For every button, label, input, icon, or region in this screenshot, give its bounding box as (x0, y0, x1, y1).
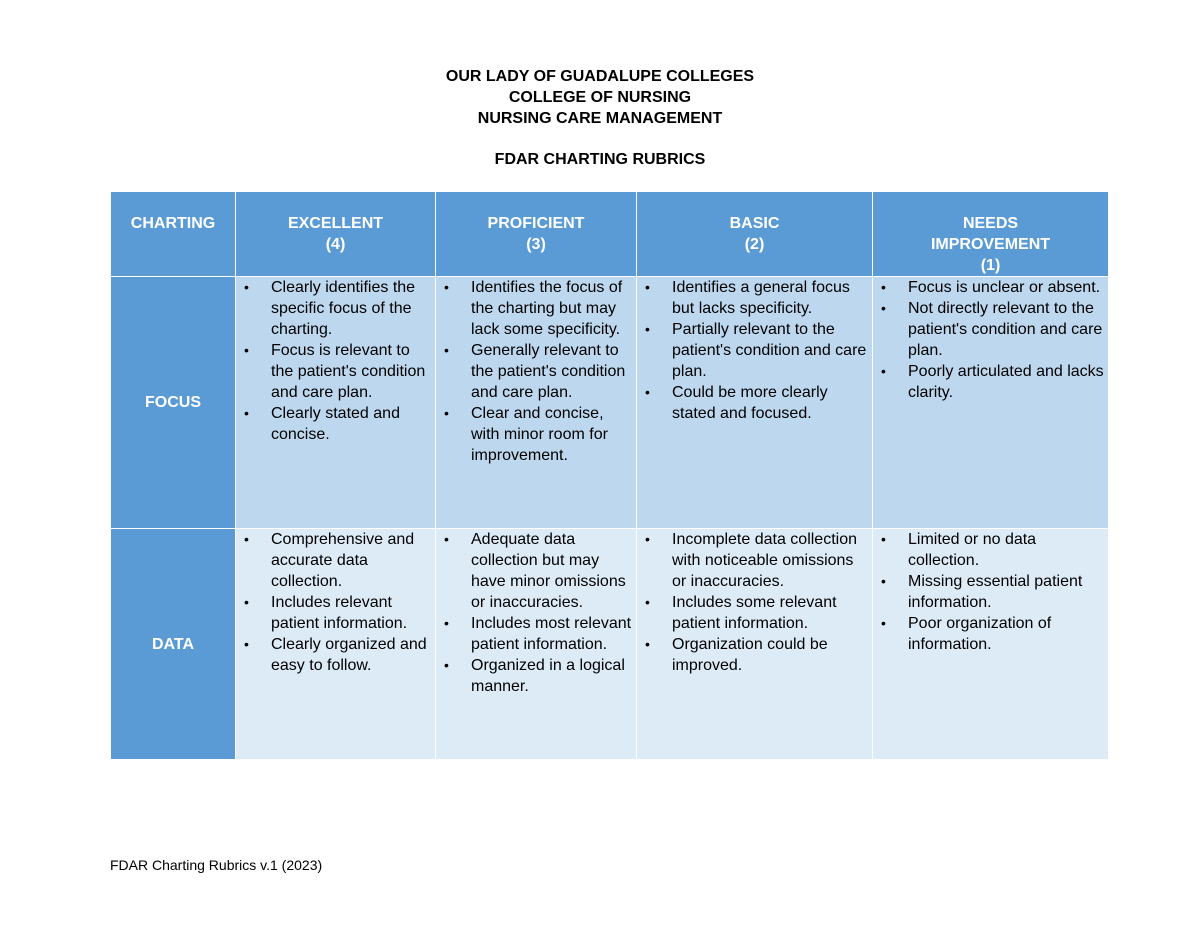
criteria-item: Organized in a logical manner. (436, 655, 636, 697)
criteria-item: Focus is relevant to the patient's condi… (236, 340, 435, 403)
rubric-row-data: DATA Comprehensive and accurate data col… (110, 528, 1109, 760)
rubric-cell: Identifies the focus of the charting but… (435, 276, 637, 529)
criteria-item: Identifies a general focus but lacks spe… (637, 277, 872, 319)
rubric-table: CHARTING EXCELLENT (4) PROFICIENT (3) BA… (110, 191, 1109, 760)
criteria-list: Clearly identifies the specific focus of… (236, 277, 435, 445)
column-score: (3) (526, 236, 546, 253)
criteria-item: Clearly identifies the specific focus of… (236, 277, 435, 340)
rubric-cell: Incomplete data collection with noticeab… (636, 528, 873, 760)
column-label: CHARTING (130, 215, 216, 232)
criteria-list: Adequate data collection but may have mi… (436, 529, 636, 697)
rubric-cell: Clearly identifies the specific focus of… (235, 276, 436, 529)
document-title: FDAR CHARTING RUBRICS (494, 151, 706, 168)
row-label-data: DATA (110, 528, 236, 760)
column-score: (2) (744, 236, 765, 253)
rubric-cell: Comprehensive and accurate data collecti… (235, 528, 436, 760)
column-header-charting: CHARTING (110, 191, 236, 277)
criteria-item: Limited or no data collection. (873, 529, 1108, 571)
criteria-item: Identifies the focus of the charting but… (436, 277, 636, 340)
criteria-item: Comprehensive and accurate data collecti… (236, 529, 435, 592)
criteria-item: Missing essential patient information. (873, 571, 1108, 613)
column-label: NEEDS IMPROVEMENT (930, 215, 1051, 253)
criteria-item: Includes relevant patient information. (236, 592, 435, 634)
criteria-item: Poor organization of information. (873, 613, 1108, 655)
column-header-proficient: PROFICIENT (3) (435, 191, 637, 277)
criteria-item: Includes most relevant patient informati… (436, 613, 636, 655)
criteria-list: Focus is unclear or absent. Not directly… (873, 277, 1108, 403)
rubric-header-row: CHARTING EXCELLENT (4) PROFICIENT (3) BA… (110, 191, 1109, 277)
column-header-basic: BASIC (2) (636, 191, 873, 277)
criteria-item: Could be more clearly stated and focused… (637, 382, 872, 424)
document-header: OUR LADY OF GUADALUPE COLLEGES COLLEGE O… (0, 66, 1200, 170)
rubric-cell: Identifies a general focus but lacks spe… (636, 276, 873, 529)
criteria-item: Clearly organized and easy to follow. (236, 634, 435, 676)
college-department: COLLEGE OF NURSING (508, 89, 692, 106)
criteria-item: Clear and concise, with minor room for i… (436, 403, 636, 466)
criteria-list: Limited or no data collection. Missing e… (873, 529, 1108, 655)
criteria-item: Clearly stated and concise. (236, 403, 435, 445)
row-label-focus: FOCUS (110, 276, 236, 529)
rubric-cell: Limited or no data collection. Missing e… (872, 528, 1109, 760)
rubric-cell: Focus is unclear or absent. Not directly… (872, 276, 1109, 529)
criteria-list: Identifies a general focus but lacks spe… (637, 277, 872, 424)
criteria-item: Adequate data collection but may have mi… (436, 529, 636, 613)
column-label: BASIC (729, 215, 780, 232)
rubric-cell: Adequate data collection but may have mi… (435, 528, 637, 760)
rubric-row-focus: FOCUS Clearly identifies the specific fo… (110, 276, 1109, 529)
criteria-list: Comprehensive and accurate data collecti… (236, 529, 435, 676)
criteria-item: Poorly articulated and lacks clarity. (873, 361, 1108, 403)
criteria-item: Partially relevant to the patient's cond… (637, 319, 872, 382)
criteria-item: Not directly relevant to the patient's c… (873, 298, 1108, 361)
course-name: NURSING CARE MANAGEMENT (477, 110, 723, 127)
column-label: EXCELLENT (287, 215, 384, 232)
column-score: (4) (325, 236, 346, 253)
column-score: (1) (980, 257, 1001, 274)
college-name: OUR LADY OF GUADALUPE COLLEGES (445, 68, 755, 85)
criteria-list: Incomplete data collection with noticeab… (637, 529, 872, 676)
criteria-item: Focus is unclear or absent. (873, 277, 1108, 298)
criteria-item: Incomplete data collection with noticeab… (637, 529, 872, 592)
column-header-excellent: EXCELLENT (4) (235, 191, 436, 277)
column-label: PROFICIENT (487, 215, 585, 232)
criteria-list: Identifies the focus of the charting but… (436, 277, 636, 466)
document-footer: FDAR Charting Rubrics v.1 (2023) (110, 857, 323, 873)
criteria-item: Organization could be improved. (637, 634, 872, 676)
column-header-needs-improvement: NEEDS IMPROVEMENT (1) (872, 191, 1109, 277)
criteria-item: Includes some relevant patient informati… (637, 592, 872, 634)
criteria-item: Generally relevant to the patient's cond… (436, 340, 636, 403)
